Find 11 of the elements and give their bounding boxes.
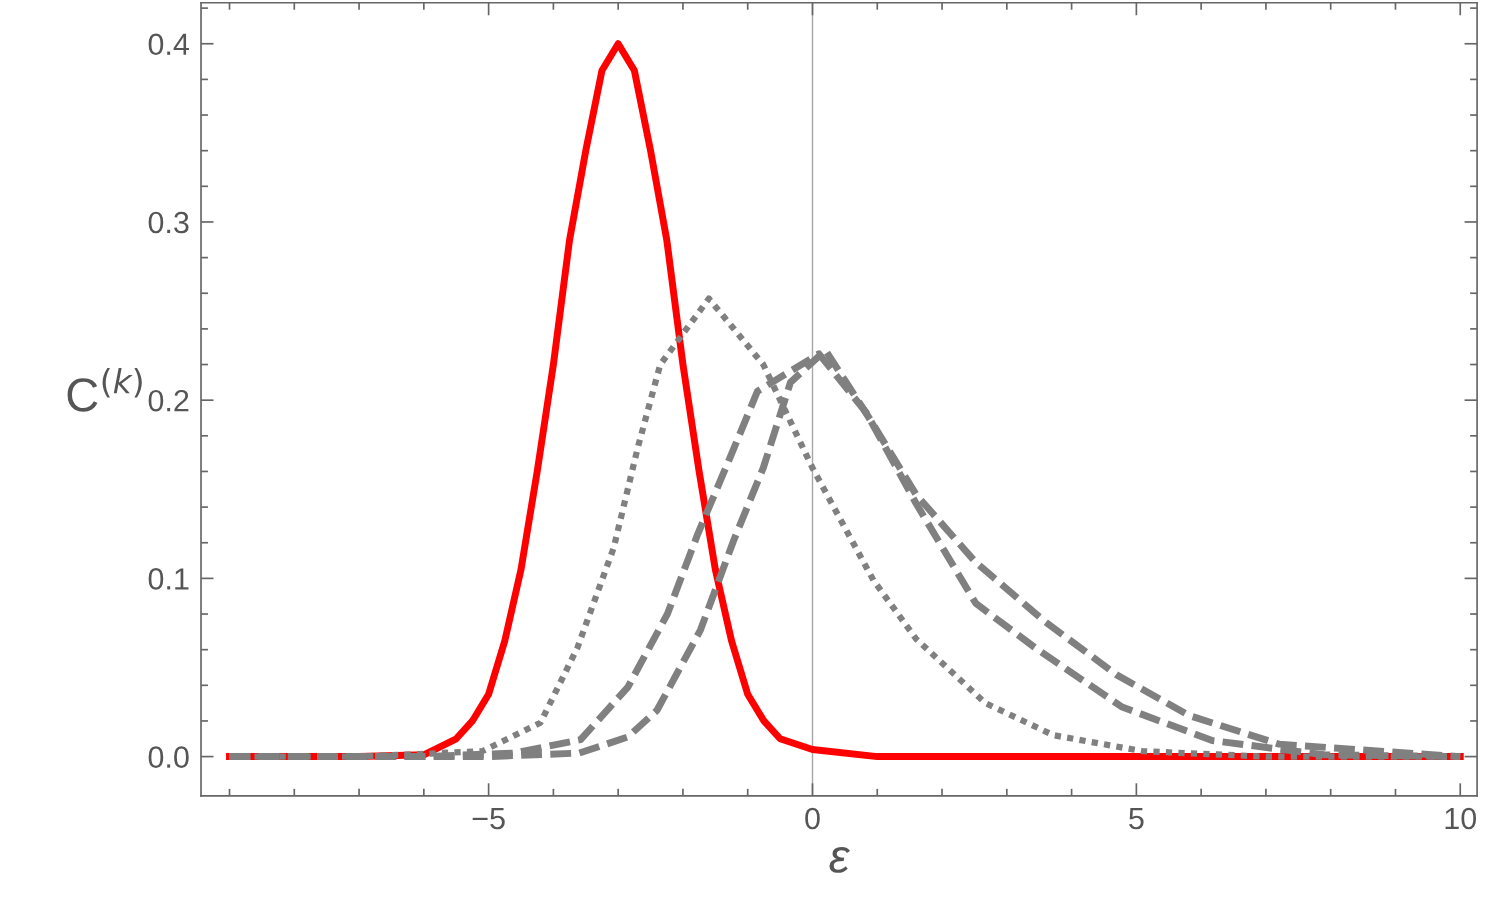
- y-tick-label: 0.1: [148, 568, 189, 590]
- y-tick-label: 0.2: [148, 389, 189, 412]
- x-tick-label: 0: [805, 807, 820, 830]
- x-tick-label: 10: [1445, 807, 1477, 830]
- x-tick-label: 5: [1129, 808, 1144, 830]
- y-tick-label: 0.3: [148, 211, 189, 234]
- x-tick-label: −5: [472, 808, 505, 830]
- x-axis-title: ε: [829, 847, 850, 873]
- y-axis-title: C$^{(k)}$: [67, 368, 142, 412]
- y-tick-label: 0.0: [148, 746, 189, 768]
- y-tick-label: 0.4: [148, 33, 190, 56]
